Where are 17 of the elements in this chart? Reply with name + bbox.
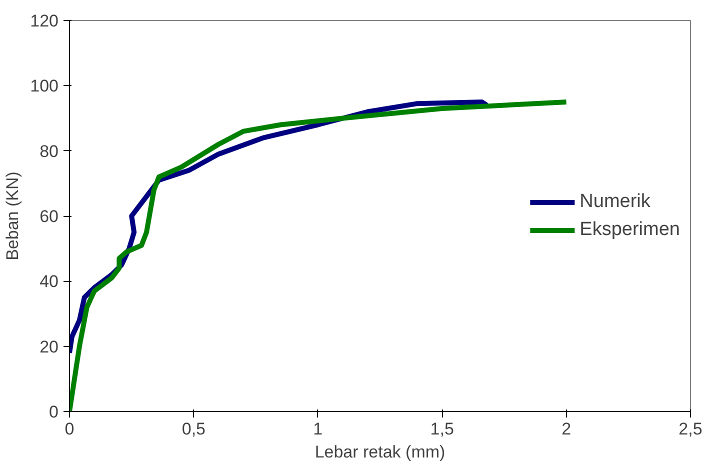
x-tick-label: 2 [562,420,572,438]
legend-label: Eksperimen [580,218,680,240]
x-tick-label: 0 [64,420,74,438]
y-tick-label: 100 [30,76,59,96]
y-tick-label: 0 [49,402,59,422]
y-tick-label: 120 [30,12,59,30]
y-tick-label: 20 [40,337,59,356]
y-axis-title: Beban (KN) [3,172,22,260]
x-tick-label: 2,5 [678,420,702,438]
x-tick-label: 0,5 [182,420,206,438]
x-tick-label: 1,5 [430,420,454,438]
legend-label: Numerik [580,190,650,212]
y-tick-label: 80 [40,142,59,161]
y-tick-label: 40 [40,272,59,292]
x-axis-title: Lebar retak (mm) [314,442,446,462]
x-tick-label: 1 [313,420,323,438]
y-tick-label: 60 [40,207,59,226]
